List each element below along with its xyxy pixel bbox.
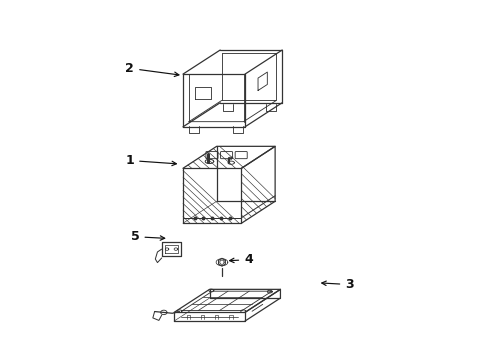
Text: 3: 3 bbox=[322, 278, 354, 291]
Text: 4: 4 bbox=[230, 253, 253, 266]
Text: 2: 2 bbox=[125, 62, 179, 77]
Text: 5: 5 bbox=[131, 230, 165, 243]
Text: 1: 1 bbox=[125, 154, 176, 167]
